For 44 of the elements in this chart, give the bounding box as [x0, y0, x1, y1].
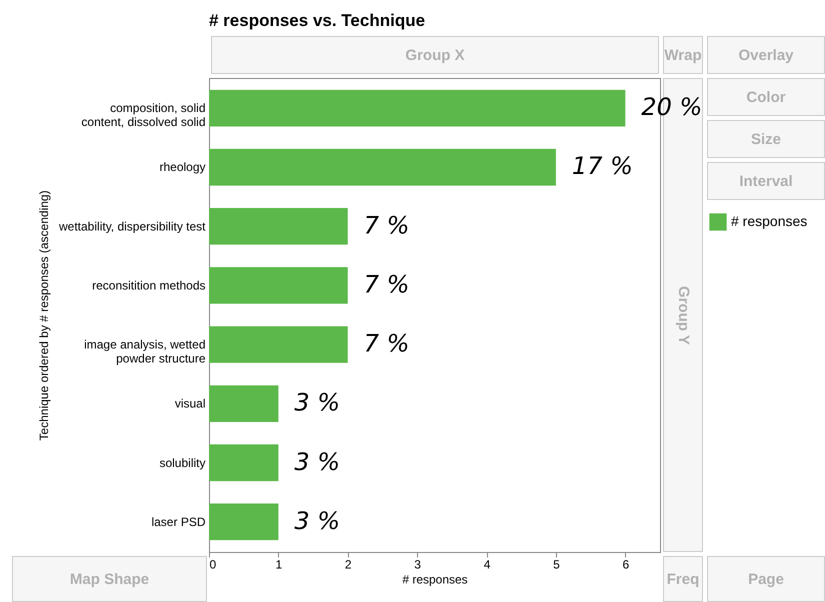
x-tick-label: 3	[414, 558, 422, 572]
annotation: 17 %	[572, 152, 633, 180]
annotation: 20 %	[641, 93, 702, 122]
y-tick-label: solubility	[159, 456, 206, 470]
bar	[209, 267, 348, 304]
y-tick-label: image analysis, wetted powder structure	[84, 338, 206, 366]
x-tick-label: 4	[484, 558, 491, 572]
drop-zone-button: Freq	[663, 556, 703, 602]
drop-zone-button: Color	[707, 78, 825, 116]
drop-zone-button: Interval	[707, 162, 825, 200]
y-tick-label: reconsitition methods	[92, 278, 206, 292]
y-axis-title: Technique ordered by # responses (ascending)	[37, 190, 52, 441]
x-tick-label: 0	[210, 558, 216, 572]
y-tick-label: laser PSD	[151, 514, 206, 529]
bar	[209, 148, 556, 186]
y-tick-label: visual	[174, 396, 206, 411]
drop-zone-button: Page	[707, 556, 825, 602]
annotation: 3 %	[294, 448, 340, 476]
drop-zone-button: Group X	[211, 36, 659, 74]
bar	[209, 385, 278, 422]
annotation: 3 %	[294, 506, 340, 535]
y-tick-label: composition, solid content, dissolved solid	[81, 101, 206, 130]
bar	[209, 90, 626, 126]
bar	[209, 444, 278, 482]
x-tick-label: 2	[344, 558, 352, 572]
annotation: 7 %	[364, 270, 410, 298]
annotation: 7 %	[364, 211, 410, 240]
y-tick-label: rheology	[159, 160, 206, 174]
x-axis-title: # responses	[402, 572, 468, 586]
annotation: 3 %	[294, 388, 340, 417]
drop-zone-button: Overlay	[707, 36, 825, 74]
drop-zone-button: Size	[707, 120, 825, 158]
x-tick-label: 1	[276, 558, 283, 572]
bar	[209, 326, 348, 363]
legend-label: # responses	[731, 213, 808, 229]
bar	[209, 208, 348, 245]
annotation: 7 %	[364, 330, 410, 358]
drop-zone-button: Wrap	[663, 36, 703, 74]
x-tick-label: 6	[622, 558, 630, 572]
x-tick-label: 5	[553, 558, 560, 572]
bar	[209, 504, 278, 540]
y-tick-label: wettability, dispersibility test	[58, 219, 206, 234]
drop-zone-button: Map Shape	[12, 556, 207, 602]
chart-title: # responses vs. Technique	[209, 11, 426, 30]
